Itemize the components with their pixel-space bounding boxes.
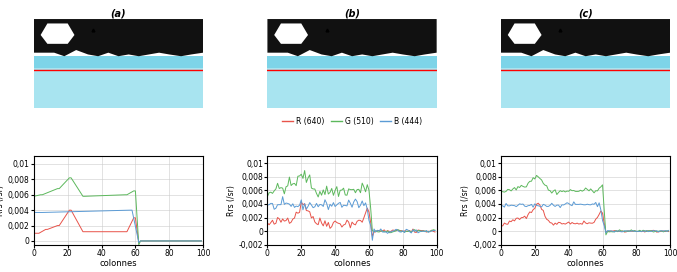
Legend: R (640), G (510), B (444): R (640), G (510), B (444)	[278, 114, 426, 129]
Y-axis label: Rrs (/sr): Rrs (/sr)	[227, 185, 236, 216]
Polygon shape	[274, 23, 308, 44]
Polygon shape	[501, 56, 670, 107]
Title: (b): (b)	[344, 8, 360, 18]
X-axis label: colonnes: colonnes	[100, 259, 137, 268]
Title: (a): (a)	[110, 8, 127, 18]
Polygon shape	[508, 23, 542, 44]
Y-axis label: Rrs (/sr): Rrs (/sr)	[0, 185, 5, 216]
Polygon shape	[34, 56, 203, 107]
Polygon shape	[267, 19, 437, 56]
Y-axis label: Rrs (/sr): Rrs (/sr)	[460, 185, 470, 216]
Polygon shape	[41, 23, 74, 44]
Polygon shape	[267, 56, 437, 107]
Polygon shape	[501, 19, 670, 56]
Title: (c): (c)	[578, 8, 593, 18]
Polygon shape	[34, 56, 203, 68]
Polygon shape	[34, 19, 203, 56]
Polygon shape	[501, 56, 670, 68]
X-axis label: colonnes: colonnes	[333, 259, 371, 268]
X-axis label: colonnes: colonnes	[567, 259, 605, 268]
Polygon shape	[267, 56, 437, 68]
